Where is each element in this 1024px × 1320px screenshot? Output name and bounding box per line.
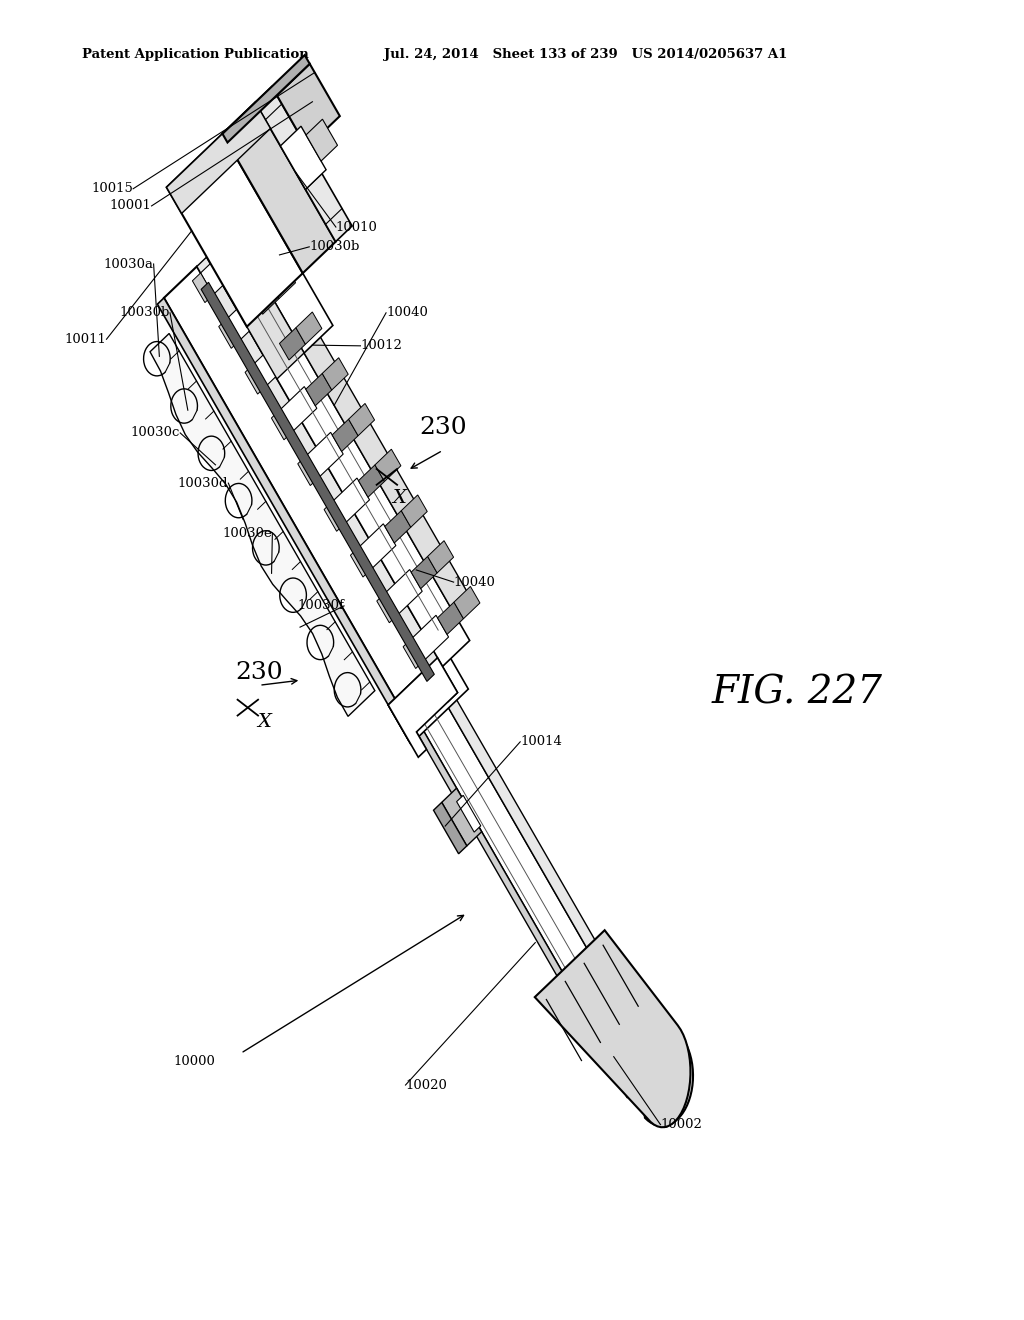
Polygon shape	[207, 231, 470, 667]
Polygon shape	[158, 298, 415, 739]
Polygon shape	[255, 87, 352, 242]
Polygon shape	[401, 701, 632, 1098]
Polygon shape	[245, 364, 266, 395]
Polygon shape	[276, 63, 340, 148]
Polygon shape	[433, 803, 467, 854]
Polygon shape	[535, 931, 690, 1127]
Polygon shape	[306, 433, 343, 478]
Polygon shape	[244, 220, 269, 253]
Text: 10012: 10012	[360, 339, 402, 352]
Polygon shape	[358, 524, 396, 569]
Polygon shape	[244, 232, 471, 614]
Polygon shape	[167, 103, 270, 214]
Polygon shape	[222, 103, 336, 273]
Polygon shape	[431, 669, 665, 1069]
Polygon shape	[324, 502, 345, 532]
Polygon shape	[269, 267, 296, 298]
Text: 10030d: 10030d	[178, 477, 228, 490]
Text: 10030c: 10030c	[131, 426, 180, 440]
Polygon shape	[151, 334, 375, 717]
Polygon shape	[226, 236, 253, 268]
Text: 10000: 10000	[174, 1055, 215, 1068]
Polygon shape	[280, 327, 305, 360]
Text: 10030f: 10030f	[297, 599, 344, 612]
Polygon shape	[222, 55, 309, 143]
Polygon shape	[407, 677, 656, 1093]
Text: X: X	[392, 488, 407, 507]
Text: 230: 230	[236, 660, 283, 684]
Text: 10030e: 10030e	[222, 527, 272, 540]
Text: 10040: 10040	[454, 576, 496, 589]
Text: 10030b: 10030b	[120, 306, 170, 319]
Polygon shape	[333, 478, 370, 524]
Polygon shape	[401, 495, 427, 527]
Polygon shape	[385, 569, 422, 615]
Polygon shape	[412, 557, 437, 589]
Text: 10011: 10011	[65, 333, 106, 346]
Polygon shape	[197, 257, 458, 702]
Polygon shape	[388, 657, 458, 758]
Polygon shape	[306, 374, 332, 405]
Polygon shape	[385, 511, 411, 543]
Polygon shape	[388, 697, 419, 744]
Polygon shape	[296, 312, 322, 345]
Polygon shape	[437, 602, 464, 635]
Polygon shape	[358, 465, 384, 498]
Text: 10015: 10015	[91, 182, 133, 195]
Text: Patent Application Publication: Patent Application Publication	[82, 48, 308, 61]
Polygon shape	[348, 404, 375, 436]
Polygon shape	[269, 264, 333, 352]
Polygon shape	[350, 548, 372, 577]
Text: X: X	[257, 713, 271, 731]
Polygon shape	[227, 296, 264, 341]
Text: 10014: 10014	[520, 735, 562, 748]
Polygon shape	[323, 358, 348, 389]
Polygon shape	[457, 796, 480, 832]
Polygon shape	[298, 455, 318, 486]
Polygon shape	[280, 387, 316, 432]
Text: 10040: 10040	[386, 306, 428, 319]
Polygon shape	[219, 318, 240, 348]
Text: 10030a: 10030a	[103, 257, 154, 271]
Polygon shape	[164, 267, 447, 734]
Polygon shape	[201, 249, 238, 294]
Polygon shape	[579, 989, 693, 1126]
Text: FIG. 227: FIG. 227	[712, 675, 883, 711]
Text: 10010: 10010	[336, 220, 378, 234]
Polygon shape	[428, 541, 454, 573]
Text: 10030b: 10030b	[309, 240, 359, 253]
Polygon shape	[253, 341, 291, 387]
Text: 10002: 10002	[660, 1118, 702, 1131]
Text: Jul. 24, 2014   Sheet 133 of 239   US 2014/0205637 A1: Jul. 24, 2014 Sheet 133 of 239 US 2014/0…	[384, 48, 787, 61]
Polygon shape	[441, 788, 481, 846]
Polygon shape	[332, 420, 358, 451]
Text: 230: 230	[419, 416, 467, 440]
Text: 10020: 10020	[406, 1078, 447, 1092]
Polygon shape	[201, 282, 434, 681]
Polygon shape	[193, 273, 213, 302]
Polygon shape	[242, 292, 304, 379]
Polygon shape	[281, 127, 326, 190]
Polygon shape	[306, 119, 338, 161]
Polygon shape	[253, 282, 280, 314]
Polygon shape	[377, 593, 397, 623]
Polygon shape	[388, 649, 468, 744]
Polygon shape	[412, 615, 449, 660]
Polygon shape	[375, 449, 401, 482]
Text: 10001: 10001	[110, 199, 152, 213]
Polygon shape	[167, 133, 303, 326]
Polygon shape	[403, 639, 424, 668]
Polygon shape	[454, 586, 480, 619]
Polygon shape	[271, 411, 292, 440]
